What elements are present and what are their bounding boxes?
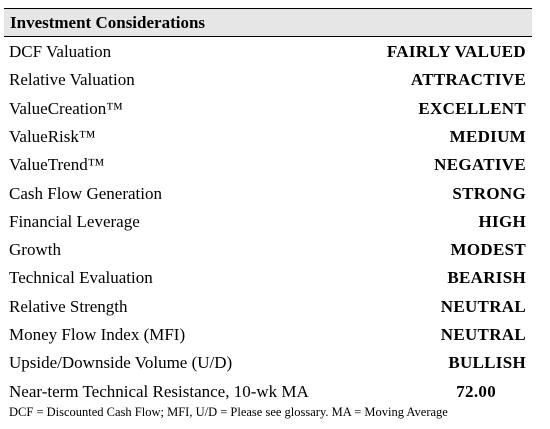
row-label: Growth [9,240,61,260]
table-row: Upside/Downside Volume (U/D) BULLISH [9,353,526,377]
row-label: Cash Flow Generation [9,183,162,203]
footnote: DCF = Discounted Cash Flow; MFI, U/D = P… [9,405,448,419]
table-row: Technical Evaluation BEARISH [9,268,526,292]
table-row: Money Flow Index (MFI) NEUTRAL [9,325,526,349]
row-label: ValueCreation™ [9,98,123,118]
row-label: Money Flow Index (MFI) [9,325,186,344]
table-row: ValueRisk™ MEDIUM [9,127,526,151]
row-value: NEUTRAL [440,296,526,316]
row-label: Technical Evaluation [9,268,153,288]
row-label: ValueRisk™ [9,126,96,146]
row-label: Upside/Downside Volume (U/D) [9,353,233,373]
row-value: ATTRACTIVE [410,70,526,90]
header-bar: Investment Considerations [4,8,532,37]
row-value: NEUTRAL [440,325,526,344]
row-value: FAIRLY VALUED [386,42,526,61]
row-value: EXCELLENT [418,98,526,118]
row-label: DCF Valuation [9,42,112,61]
table-row: Near-term Technical Resistance, 10-wk MA… [9,382,526,406]
table-row: Relative Strength NEUTRAL [9,297,526,321]
row-value: STRONG [452,183,526,203]
row-value: BULLISH [448,353,526,373]
row-value: 72.00 [456,381,496,401]
table-row: Financial Leverage HIGH [9,212,526,236]
table-row: Cash Flow Generation STRONG [9,184,526,208]
table-row: Relative Valuation ATTRACTIVE [9,70,526,94]
title: Investment Considerations [10,13,206,32]
row-value: MODEST [450,240,526,260]
row-label: Financial Leverage [9,211,140,231]
table-row: ValueCreation™ EXCELLENT [9,99,526,123]
table-row: DCF Valuation FAIRLY VALUED [9,42,526,66]
row-value: NEGATIVE [434,155,526,175]
row-label: Relative Valuation [9,70,135,90]
row-label: Relative Strength [9,296,128,316]
row-label: ValueTrend™ [9,155,105,175]
row-label: Near-term Technical Resistance, 10-wk MA [9,381,309,401]
row-value: BEARISH [447,268,526,288]
row-value: HIGH [478,211,526,231]
table-row: ValueTrend™ NEGATIVE [9,155,526,179]
table-row: Growth MODEST [9,240,526,264]
row-value: MEDIUM [449,126,526,146]
